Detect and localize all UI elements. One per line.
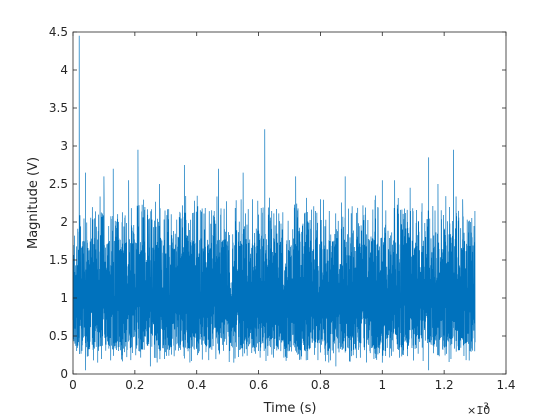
- x-tick-label: 1.4: [496, 378, 515, 392]
- y-tick-label: 2: [60, 215, 68, 229]
- y-tick-label: 4.5: [49, 25, 68, 39]
- plot-frame: [72, 31, 507, 375]
- x-tick-label: 1.2: [435, 378, 454, 392]
- signal-trace: [72, 35, 476, 371]
- signal-series-line: [72, 35, 476, 371]
- x-tick-label: 0.8: [311, 378, 330, 392]
- axis-ticks: 0 0.2 0.4 0.6 0.8 1 1.2 1.4 0 0.5 1 1.5 2 2.5 3 3.5 4 4.5: [49, 25, 516, 392]
- plot-axes: [72, 31, 507, 375]
- x-axis-multiplier-exponent: -3: [480, 402, 489, 412]
- x-axis-label: Time (s): [263, 401, 317, 416]
- x-tick-label: 0.2: [125, 378, 144, 392]
- y-tick-label: 2.5: [49, 177, 68, 191]
- y-tick-label: 1: [60, 291, 68, 305]
- x-axis-multiplier: ×10 -3: [467, 402, 490, 417]
- x-tick-label: 0.6: [249, 378, 268, 392]
- y-tick-label: 3: [60, 139, 68, 153]
- y-tick-label: 4: [60, 63, 68, 77]
- x-tick-label: 0: [69, 378, 77, 392]
- y-axis-label: Magnitude (V): [26, 157, 41, 249]
- x-axis-multiplier-base: ×10: [467, 404, 490, 417]
- x-tick-label: 1: [378, 378, 386, 392]
- y-tick-label: 1.5: [49, 253, 68, 267]
- y-tick-label: 0.5: [49, 329, 68, 343]
- y-tick-label: 3.5: [49, 101, 68, 115]
- x-tick-label: 0.4: [187, 378, 206, 392]
- y-tick-label: 0: [60, 367, 68, 381]
